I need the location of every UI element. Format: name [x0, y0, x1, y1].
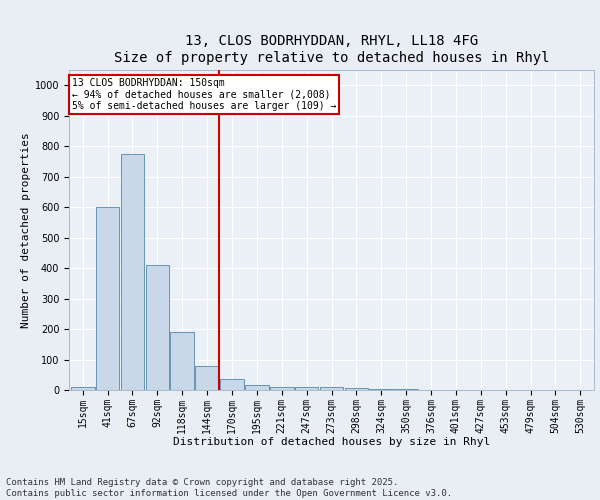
Text: 13 CLOS BODRHYDDAN: 150sqm
← 94% of detached houses are smaller (2,008)
5% of se: 13 CLOS BODRHYDDAN: 150sqm ← 94% of deta…	[71, 78, 336, 111]
Bar	[195, 366, 219, 390]
Bar	[245, 386, 269, 390]
Bar	[344, 388, 368, 390]
Bar	[121, 154, 144, 390]
Bar	[96, 207, 119, 390]
Bar	[220, 380, 244, 390]
Bar	[170, 332, 194, 390]
Bar	[71, 387, 95, 390]
Bar	[270, 387, 293, 390]
Bar	[295, 387, 319, 390]
Text: Contains HM Land Registry data © Crown copyright and database right 2025.
Contai: Contains HM Land Registry data © Crown c…	[6, 478, 452, 498]
Title: 13, CLOS BODRHYDDAN, RHYL, LL18 4FG
Size of property relative to detached houses: 13, CLOS BODRHYDDAN, RHYL, LL18 4FG Size…	[114, 34, 549, 64]
Bar	[146, 265, 169, 390]
X-axis label: Distribution of detached houses by size in Rhyl: Distribution of detached houses by size …	[173, 437, 490, 447]
Bar	[320, 387, 343, 390]
Y-axis label: Number of detached properties: Number of detached properties	[20, 132, 31, 328]
